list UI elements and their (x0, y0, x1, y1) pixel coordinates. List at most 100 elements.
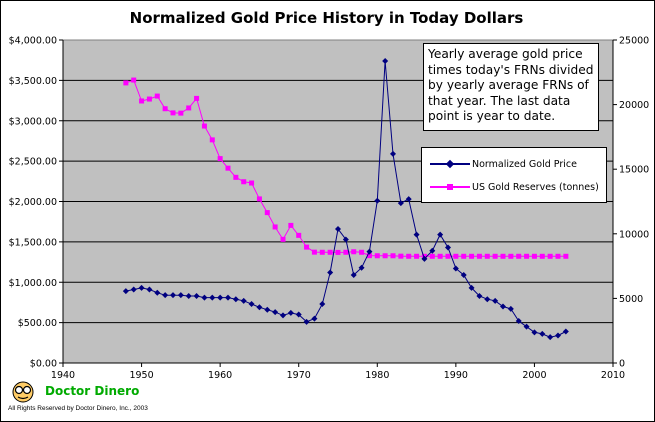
series-gold-reserves-point (366, 253, 372, 259)
doctor-dinero-logo-icon (12, 381, 34, 403)
series-gold-reserves-point (154, 93, 160, 99)
series-gold-reserves-point (453, 253, 459, 259)
series-gold-price-point (445, 244, 451, 251)
y-right-tick-label: 15000 (619, 165, 649, 176)
series-gold-reserves-point (256, 196, 262, 202)
legend-gold-price-label: Normalized Gold Price (472, 158, 577, 170)
series-gold-reserves-point (492, 253, 498, 259)
series-gold-reserves-point (500, 253, 506, 259)
x-tick-label: 1960 (208, 370, 232, 381)
series-gold-reserves-point (178, 110, 184, 116)
series-gold-price-point (366, 248, 373, 255)
series-gold-price-point (177, 292, 184, 299)
series-gold-price-point (429, 247, 436, 254)
series-gold-price-point (303, 318, 310, 325)
series-gold-price-point (170, 292, 176, 299)
x-tick-label: 2010 (601, 370, 625, 381)
series-gold-price-point (437, 231, 444, 238)
series-gold-price-point (311, 315, 318, 322)
series-gold-price-point (562, 328, 569, 335)
series-gold-price-point (256, 304, 263, 311)
series-gold-price-point (342, 236, 349, 243)
series-gold-reserves-point (539, 253, 545, 259)
series-gold-reserves-point (233, 174, 239, 180)
series-gold-price-point (240, 297, 247, 304)
y-left-tick-label: $2,000.00 (9, 197, 57, 208)
y-right-tick-label: 10000 (619, 229, 649, 240)
y-left-tick-label: $1,000.00 (9, 278, 57, 289)
series-gold-price-point (500, 303, 506, 310)
series-gold-price-point (154, 289, 161, 296)
series-gold-price-point (217, 294, 224, 301)
y-left-tick-label: $0.00 (30, 359, 57, 370)
x-tick-label: 1940 (51, 370, 75, 381)
series-gold-price-point (287, 309, 294, 316)
series-gold-price-point (492, 297, 499, 304)
annotation-note: Yearly average gold price times today's … (423, 43, 599, 131)
series-gold-price-point (209, 294, 216, 301)
series-gold-price-point (390, 150, 396, 157)
series-gold-reserves-point (162, 106, 168, 112)
series-gold-reserves-point (194, 95, 200, 101)
series-gold-reserves-point (414, 253, 420, 259)
series-gold-reserves-point (563, 253, 569, 259)
legend: Normalized Gold Price US Gold Reserves (… (421, 147, 607, 203)
series-gold-price-point (201, 294, 208, 301)
series-gold-price-point (138, 284, 145, 291)
y-left-tick-label: $3,500.00 (9, 76, 57, 87)
series-gold-reserves-point (280, 236, 286, 242)
series-gold-reserves-point (201, 123, 207, 129)
series-gold-price-point (468, 284, 475, 291)
series-gold-reserves-point (217, 156, 223, 162)
series-gold-reserves-point (508, 253, 514, 259)
series-gold-price-point (319, 301, 326, 308)
series-gold-reserves-point (461, 253, 467, 259)
series-gold-reserves-point (123, 80, 129, 86)
series-gold-reserves-point (131, 77, 137, 83)
series-gold-price-point (185, 292, 192, 299)
series-gold-price-point (555, 332, 561, 339)
y-left-tick-label: $1,500.00 (9, 237, 57, 248)
series-gold-price-point (264, 306, 271, 313)
x-tick-label: 2000 (522, 370, 546, 381)
y-left-tick-label: $500.00 (18, 318, 57, 329)
series-gold-reserves-point (555, 253, 561, 259)
series-gold-price-point (162, 292, 169, 299)
legend-item-gold-price: Normalized Gold Price (428, 157, 577, 171)
series-gold-price-point (507, 305, 514, 312)
series-gold-price-point (421, 255, 428, 262)
series-gold-reserves-point (382, 253, 388, 259)
y-right-tick-label: 0 (619, 359, 625, 370)
series-gold-reserves-point (437, 253, 443, 259)
brand-name: Doctor Dinero (45, 384, 140, 398)
series-gold-reserves-point (241, 179, 247, 185)
x-tick-label: 1950 (129, 370, 153, 381)
series-gold-price-point (547, 334, 554, 341)
series-gold-price-point (413, 231, 420, 238)
series-gold-price-point (374, 197, 381, 204)
series-gold-reserves-point (139, 98, 145, 104)
series-gold-price-point (523, 323, 530, 330)
y-left-tick-label: $3,000.00 (9, 116, 57, 127)
series-gold-reserves-point (429, 253, 435, 259)
legend-item-gold-reserves: US Gold Reserves (tonnes) (428, 180, 599, 194)
series-gold-reserves-point (264, 210, 270, 216)
series-gold-price-point (327, 269, 334, 276)
series-gold-reserves-point (249, 180, 255, 186)
series-gold-reserves-point (476, 253, 482, 259)
series-gold-price-point (539, 330, 546, 337)
series-gold-price-point (350, 271, 357, 278)
series-gold-reserves-point (516, 253, 522, 259)
series-gold-price-point (272, 309, 279, 316)
series-gold-price-point (335, 225, 341, 232)
series-gold-reserves-point (484, 253, 490, 259)
series-gold-reserves-point (524, 253, 530, 259)
y-right-tick-label: 5000 (619, 294, 643, 305)
series-gold-price-point (358, 264, 365, 271)
x-tick-label: 1980 (365, 370, 389, 381)
y-left-tick-label: $4,000.00 (9, 36, 57, 47)
series-gold-price-point (452, 265, 459, 272)
series-gold-price-point (397, 200, 404, 207)
chart-title: Normalized Gold Price History in Today D… (129, 9, 524, 27)
series-gold-reserves-point (351, 249, 357, 255)
